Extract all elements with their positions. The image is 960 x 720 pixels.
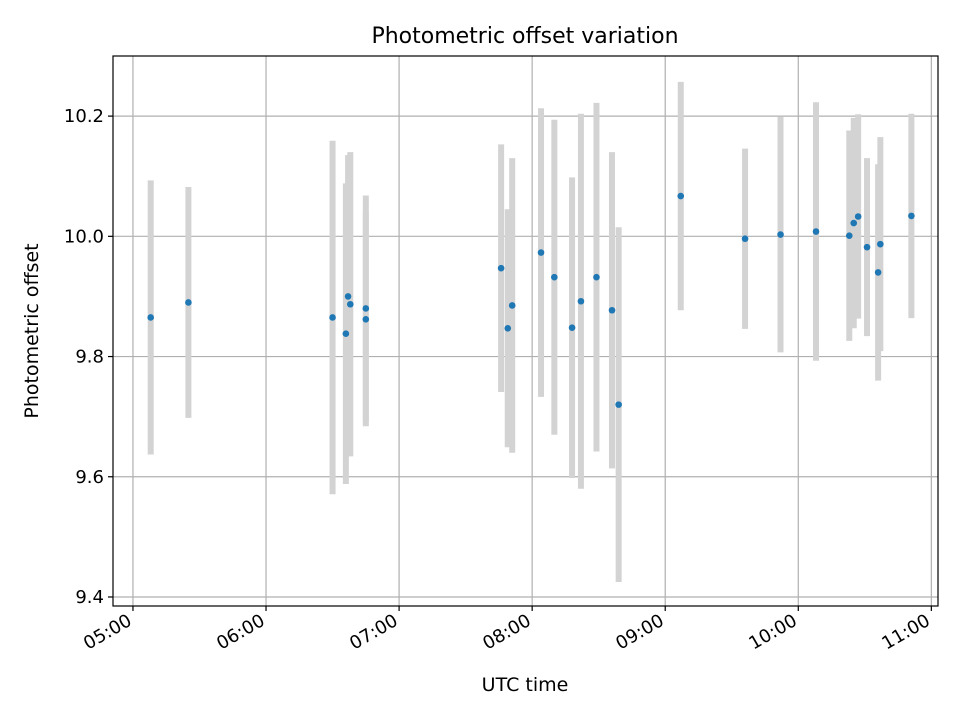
data-point (608, 306, 616, 314)
data-point (504, 324, 512, 332)
data-point (845, 232, 853, 240)
data-point (593, 273, 600, 281)
plot-frame (112, 55, 939, 607)
data-point (568, 324, 576, 331)
chart-title: Photometric offset variation (371, 24, 678, 49)
data-point (344, 293, 352, 300)
grid (113, 56, 938, 606)
y-tick-label: 10.0 (64, 226, 104, 247)
data-point (615, 401, 622, 408)
data-point (677, 192, 685, 200)
y-tick-label: 9.8 (75, 347, 104, 368)
data-point (537, 249, 545, 256)
data-point (185, 299, 192, 306)
data-point (850, 219, 858, 227)
data-point (854, 213, 862, 220)
data-point (741, 235, 749, 243)
data-point (346, 300, 354, 308)
data-point (577, 297, 585, 305)
data-point (497, 264, 505, 272)
data-point (812, 228, 820, 235)
data-point (147, 314, 155, 321)
x-axis-label: UTC time (482, 674, 569, 696)
plot-area (113, 56, 938, 606)
data-point (362, 315, 370, 323)
y-tick-label: 9.6 (75, 467, 104, 488)
data-point (362, 305, 370, 312)
data-point (508, 302, 516, 309)
data-point (877, 240, 884, 248)
data-point (342, 330, 350, 338)
y-axis-label: Photometric offset (21, 243, 43, 418)
data-point (908, 212, 915, 220)
data-point (874, 269, 882, 276)
y-tick-label: 9.4 (75, 587, 104, 608)
data-point (777, 231, 784, 238)
data-point (863, 243, 871, 251)
data-point (329, 314, 336, 321)
data-points (147, 192, 915, 408)
data-point (551, 273, 558, 281)
y-tick-label: 10.2 (64, 106, 104, 127)
